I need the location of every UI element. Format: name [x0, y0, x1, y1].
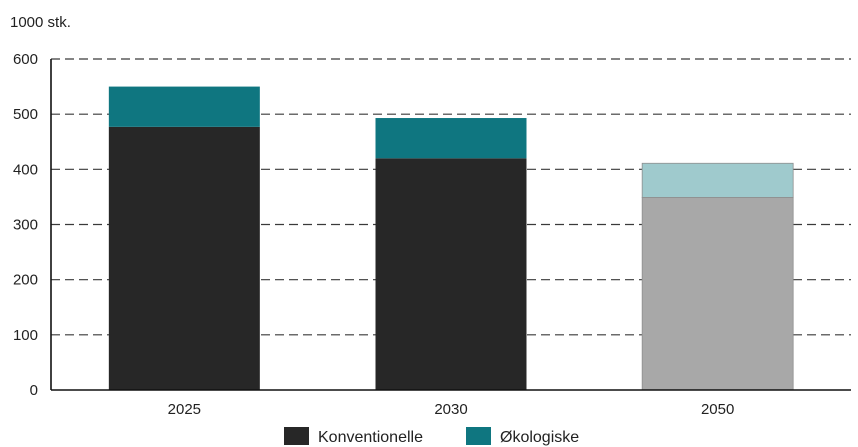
x-tick-label: 2025: [168, 401, 201, 418]
y-tick-label: 0: [30, 382, 38, 399]
axes: 0 100 200 300 400 500 600 2025 2030 2050: [13, 51, 851, 418]
legend: Konventionelle Økologiske: [284, 427, 579, 446]
y-tick-label: 300: [13, 217, 38, 234]
y-tick-label: 100: [13, 327, 38, 344]
x-tick-label: 2030: [434, 401, 467, 418]
legend-swatch-0: [284, 427, 309, 445]
bar-2030-series-1: [375, 118, 527, 159]
legend-swatch-1: [466, 427, 491, 445]
y-tick-label: 400: [13, 161, 38, 178]
bar-2050-series-0: [641, 197, 794, 391]
y-tick-label: 200: [13, 272, 38, 289]
bar-2025-series-1: [108, 86, 260, 127]
y-tick-label: 500: [13, 106, 38, 123]
legend-label-0: Konventionelle: [318, 429, 423, 446]
y-tick-label: 600: [13, 51, 38, 68]
bar-2030-series-0: [375, 158, 527, 390]
legend-label-1: Økologiske: [500, 429, 579, 446]
bar-2050-series-1: [641, 162, 794, 198]
bar-2025-series-0: [108, 126, 260, 390]
bars: [108, 86, 794, 391]
y-axis-unit-label: 1000 stk.: [10, 14, 71, 31]
x-tick-label: 2050: [701, 401, 734, 418]
